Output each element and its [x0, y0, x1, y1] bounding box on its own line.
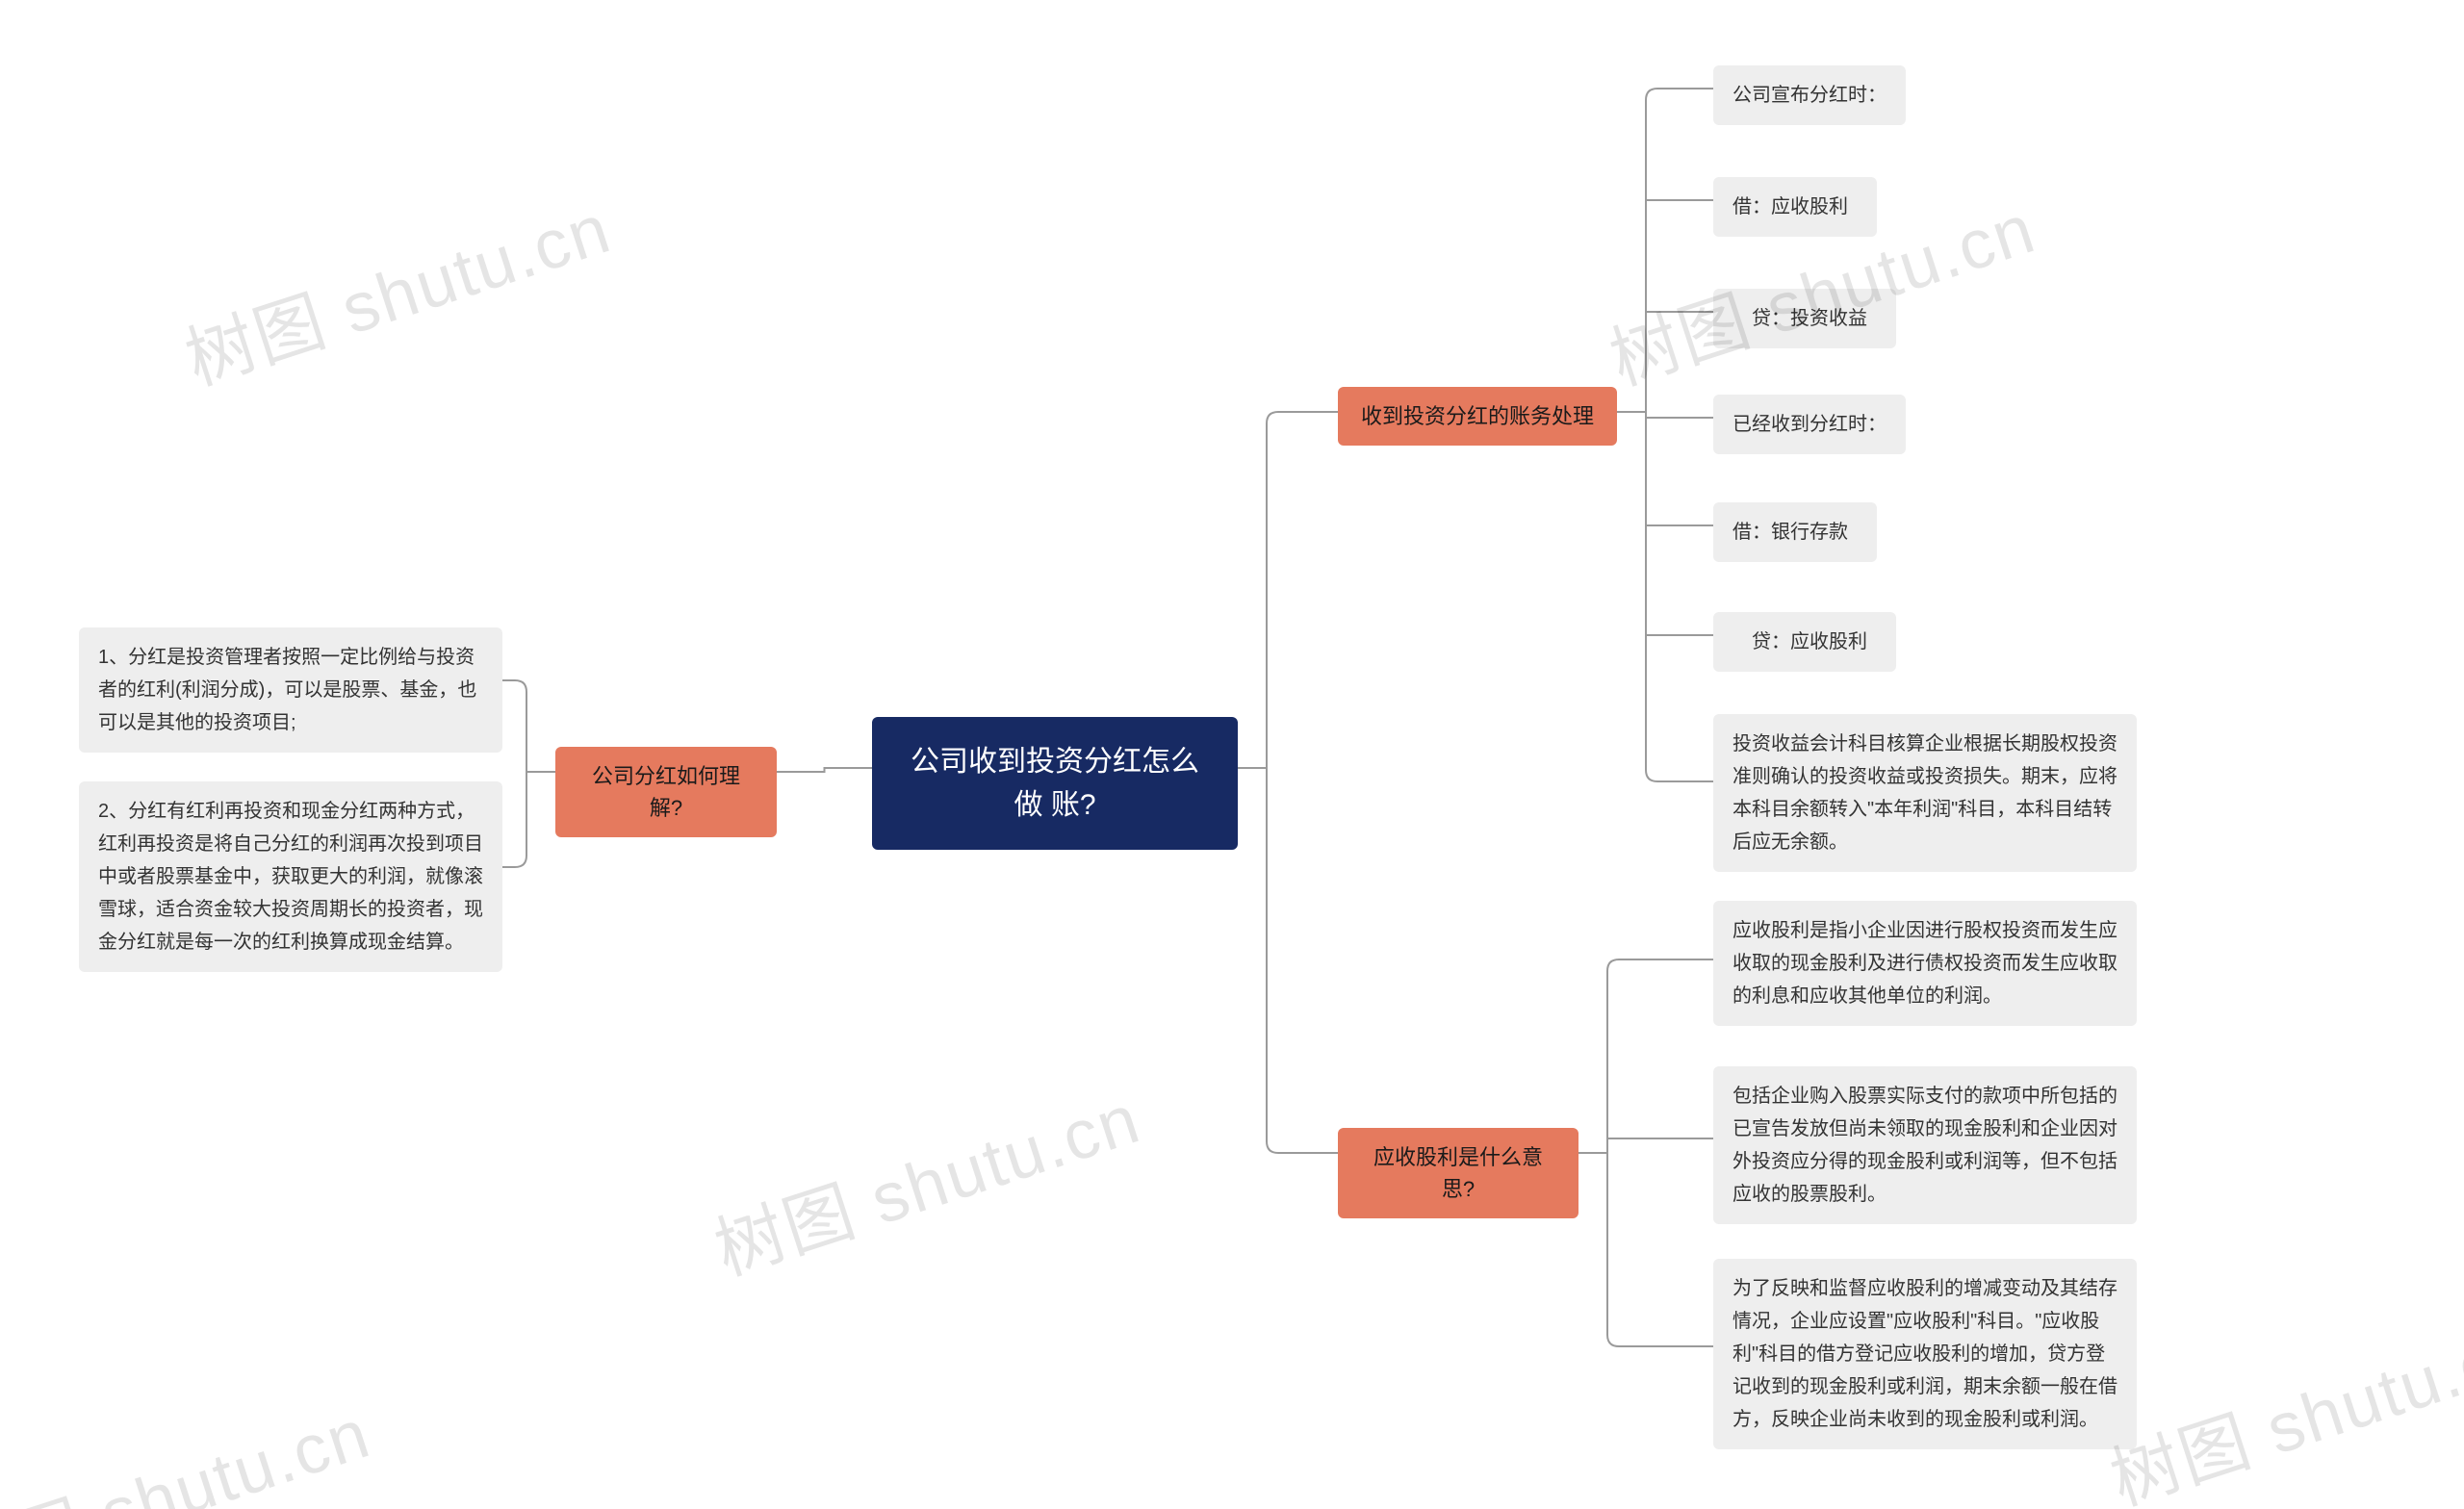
leaf-r1-2: 为了反映和监督应收股利的增减变动及其结存情况，企业应设置"应收股利"科目。"应收…	[1713, 1259, 2137, 1449]
leaf-r0-5: 贷：应收股利	[1713, 612, 1896, 672]
leaf-r0-1: 借：应收股利	[1713, 177, 1877, 237]
watermark: 树图 shutu.cn	[701, 1062, 1151, 1294]
leaf-left-0: 1、分红是投资管理者按照一定比例给与投资者的红利(利润分成)，可以是股票、基金，…	[79, 627, 502, 753]
branch-right-1: 应收股利是什么意思?	[1338, 1128, 1578, 1218]
branch-right-0: 收到投资分红的账务处理	[1338, 387, 1617, 446]
root-node: 公司收到投资分红怎么做 账?	[872, 717, 1238, 850]
leaf-r0-3: 已经收到分红时：	[1713, 395, 1906, 454]
leaf-r1-0: 应收股利是指小企业因进行股权投资而发生应收取的现金股利及进行债权投资而发生应收取…	[1713, 901, 2137, 1026]
branch-left: 公司分红如何理解?	[555, 747, 777, 837]
leaf-left-1: 2、分红有红利再投资和现金分红两种方式，红利再投资是将自己分红的利润再次投到项目…	[79, 781, 502, 972]
watermark: 树图 shutu.cn	[171, 172, 622, 404]
leaf-r0-0: 公司宣布分红时：	[1713, 65, 1906, 125]
watermark: 树图 shutu.cn	[2096, 1292, 2464, 1509]
watermark: 树图 shutu.cn	[0, 1377, 381, 1509]
leaf-r0-4: 借：银行存款	[1713, 502, 1877, 562]
leaf-r1-1: 包括企业购入股票实际支付的款项中所包括的已宣告发放但尚未领取的现金股利和企业因对…	[1713, 1066, 2137, 1224]
leaf-r0-6: 投资收益会计科目核算企业根据长期股权投资准则确认的投资收益或投资损失。期末，应将…	[1713, 714, 2137, 872]
leaf-r0-2: 贷：投资收益	[1713, 289, 1896, 348]
